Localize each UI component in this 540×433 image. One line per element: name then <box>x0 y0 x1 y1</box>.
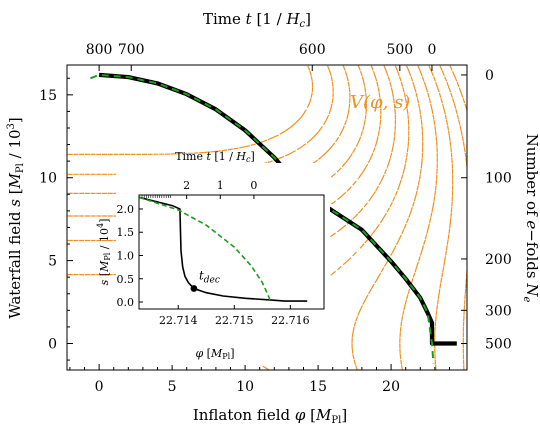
top-tick-label-1: 700 <box>118 42 145 58</box>
right-tick-label-4: 500 <box>485 336 512 352</box>
inset-y-tick-label-4: 2.0 <box>117 203 135 216</box>
right-tick-label-0: 0 <box>485 68 494 84</box>
main-plot-frame <box>66 64 468 371</box>
inset-top-axis-title: Time t [1 / Hc] <box>175 150 255 164</box>
inset-trajectory-line <box>139 196 308 302</box>
potential-contour-8 <box>399 65 438 370</box>
potential-contour-9 <box>428 65 454 370</box>
y-tick-label-0: 0 <box>48 336 57 352</box>
inset-y-axis-title: s [MPl / 104] <box>96 219 112 286</box>
top-tick-label-3: 500 <box>386 42 413 58</box>
potential-contour-0 <box>67 65 314 155</box>
right-axis-title: Number of e−folds Ne <box>521 134 540 303</box>
x-tick-label-3: 15 <box>309 379 327 395</box>
inset-top-tick-label-1: 1 <box>217 179 224 192</box>
potential-label: V(φ, s) <box>350 92 410 113</box>
inset-background <box>116 163 330 365</box>
inset-attractor-line <box>139 196 272 303</box>
top-tick-label-0: 800 <box>86 42 113 58</box>
right-tick-label-2: 200 <box>485 252 512 268</box>
inset-series-group <box>139 196 308 303</box>
inset-y-tick-label-1: 0.5 <box>117 273 135 286</box>
x-tick-label-4: 20 <box>382 379 400 395</box>
x-tick-label-0: 0 <box>95 379 104 395</box>
right-tick-label-3: 300 <box>485 303 512 319</box>
inset-top-tick-label-2: 0 <box>250 179 257 192</box>
potential-contour-11 <box>449 65 467 111</box>
y-tick-label-1: 5 <box>48 254 57 270</box>
top-tick-label-2: 600 <box>299 42 326 58</box>
inset-x-tick-label-0: 22.714 <box>159 314 198 327</box>
x-tick-label-2: 10 <box>236 379 254 395</box>
inset-y-tick-label-0: 0.0 <box>117 296 135 309</box>
y-tick-label-3: 15 <box>39 88 57 104</box>
decoupling-marker <box>190 285 198 292</box>
inset-x-tick-label-1: 22.715 <box>215 314 254 327</box>
potential-contour-7 <box>351 65 424 370</box>
top-axis-title: Time t [1 / Hc] <box>203 10 311 30</box>
x-axis-title: Inflaton field φ [MPl] <box>193 406 347 426</box>
right-tick-label-1: 100 <box>485 171 512 187</box>
y-axis-title: Waterfall field s [MPl / 103] <box>6 117 26 319</box>
inset-top-tick-label-0: 2 <box>183 179 190 192</box>
inset-y-tick-label-2: 1.0 <box>117 249 135 262</box>
inset-y-tick-label-3: 1.5 <box>117 226 135 239</box>
y-tick-label-2: 10 <box>39 171 57 187</box>
inset-plot-frame <box>138 194 325 310</box>
potential-contour-10 <box>439 65 467 370</box>
inset-x-tick-label-2: 22.716 <box>271 314 310 327</box>
inset-axis-ticks: 22.714 22.715 22.716 0.0 0.5 1.0 1.5 2.0 2 1 0 <box>117 179 310 327</box>
x-tick-label-1: 5 <box>168 379 177 395</box>
top-tick-label-4: 0 <box>428 42 437 58</box>
